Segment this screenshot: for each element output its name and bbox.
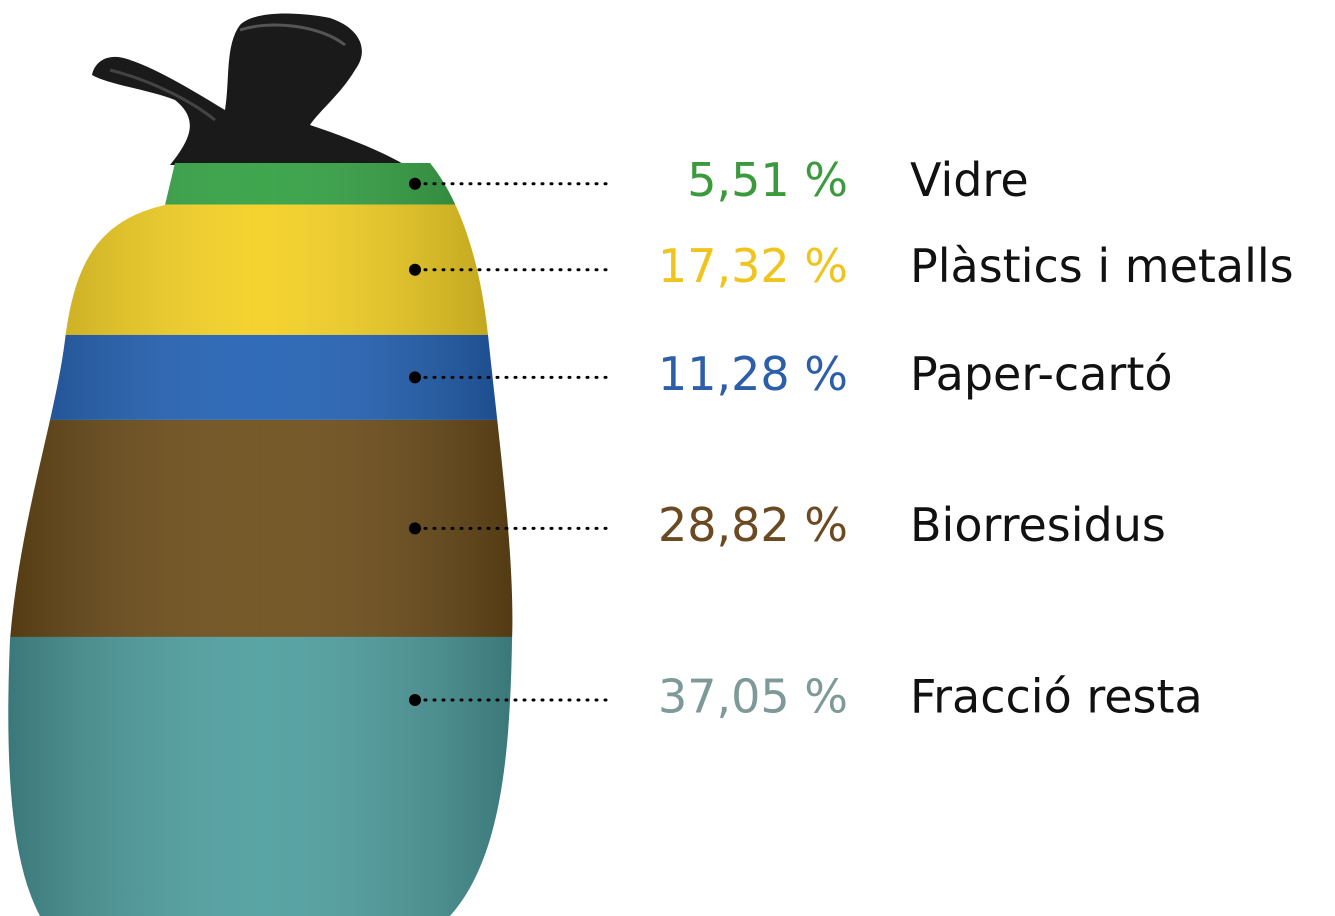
value-label: 28,82 % [658,498,848,552]
value-label: 5,51 % [687,153,848,207]
bag-knot [92,13,405,166]
category-label: Fracció resta [910,670,1203,724]
category-label: Paper-cartó [910,347,1173,401]
leader-dot [409,263,421,276]
value-label: 37,05 % [658,670,848,724]
category-label: Biorresidus [910,498,1166,552]
bag-shading [8,163,513,916]
leader-dot [409,694,421,706]
value-label: 17,32 % [658,239,848,293]
leader-dot [409,177,421,190]
leader-dot [409,371,421,384]
category-label: Vidre [910,153,1029,207]
value-label: 11,28 % [658,347,848,401]
leader-dot [409,522,421,535]
category-label: Plàstics i metalls [910,239,1294,293]
